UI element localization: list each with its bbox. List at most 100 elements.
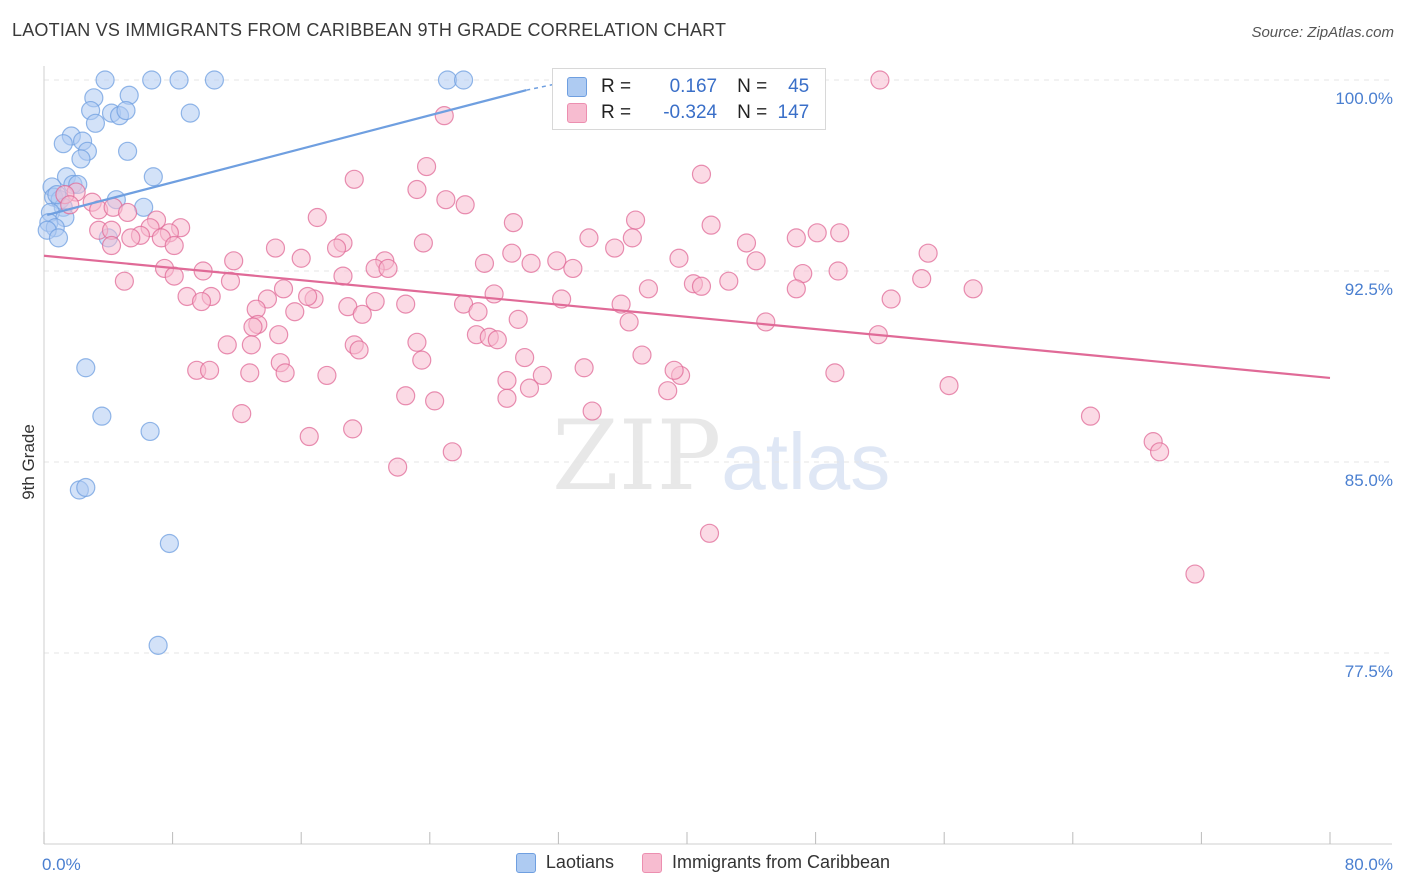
caribbean-trend-line	[43, 254, 1331, 380]
legend-row-caribbean: R = -0.324 N = 147	[567, 100, 809, 126]
caribbean-point	[691, 164, 712, 184]
caribbean-point	[515, 347, 535, 368]
caribbean-point	[611, 294, 631, 314]
caribbean-point	[532, 365, 552, 386]
caribbean-point	[699, 523, 720, 543]
chart-title: LAOTIAN VS IMMIGRANTS FROM CARIBBEAN 9TH…	[12, 20, 727, 40]
caribbean-point	[220, 271, 241, 291]
caribbean-point	[317, 365, 337, 386]
caribbean-point	[436, 190, 456, 210]
caribbean-point	[114, 271, 134, 291]
caribbean-point	[497, 370, 517, 391]
caribbean-point	[344, 169, 364, 189]
series-legend-swatch-laotians	[515, 852, 536, 873]
caribbean-point	[756, 312, 776, 332]
caribbean-point	[412, 350, 432, 370]
legend-swatch-caribbean	[567, 103, 587, 123]
watermark-zip: ZIP	[552, 400, 722, 512]
caribbean-point	[413, 233, 433, 253]
laotians-point	[159, 533, 179, 554]
caribbean-point	[563, 258, 583, 279]
legend-r-label: R =	[601, 102, 632, 123]
legend-r-value-caribbean: -0.324	[663, 102, 718, 123]
laotians-point	[76, 358, 96, 378]
caribbean-point	[669, 248, 689, 268]
caribbean-point	[455, 195, 475, 215]
caribbean-point	[265, 238, 286, 258]
caribbean-point	[474, 253, 495, 273]
caribbean-point	[828, 261, 848, 281]
laotians-point	[169, 70, 189, 90]
caribbean-point	[691, 276, 712, 296]
caribbean-point	[1150, 442, 1170, 462]
caribbean-point	[396, 294, 416, 314]
series-legend-item-caribbean[interactable]: Immigrants from Caribbean	[641, 852, 890, 873]
legend-n-label: N =	[737, 102, 768, 123]
caribbean-point	[912, 269, 932, 289]
caribbean-point	[269, 325, 289, 345]
legend-n-label: N =	[737, 76, 768, 97]
legend-row-laotians: R = 0.167 N = 45	[567, 74, 809, 100]
caribbean-point	[503, 213, 523, 233]
caribbean-point	[352, 304, 372, 324]
source-label: Source: ZipAtlas.com	[1251, 24, 1394, 41]
caribbean-point	[326, 238, 347, 258]
laotians-point	[76, 477, 96, 498]
caribbean-point	[736, 233, 757, 253]
zipatlas-watermark: ZIPatlas	[552, 400, 890, 512]
caribbean-point	[502, 243, 522, 263]
caribbean-point	[664, 360, 684, 380]
caribbean-point	[191, 291, 212, 312]
caribbean-point	[273, 279, 294, 299]
caribbean-point	[425, 391, 445, 411]
caribbean-point	[407, 332, 427, 352]
laotians-point	[95, 70, 115, 90]
caribbean-point	[285, 302, 305, 322]
laotians-point	[48, 228, 69, 248]
caribbean-point	[240, 363, 260, 383]
caribbean-point	[299, 426, 319, 447]
caribbean-point	[547, 251, 567, 271]
caribbean-point	[963, 279, 983, 299]
caribbean-point	[582, 401, 602, 421]
caribbean-point	[605, 238, 625, 258]
series-legend-item-laotians[interactable]: Laotians	[515, 852, 614, 873]
caribbean-point	[442, 442, 462, 462]
laotians-point	[148, 635, 168, 655]
caribbean-point	[881, 289, 901, 309]
series-legend-swatch-caribbean	[641, 852, 662, 873]
caribbean-point	[388, 457, 408, 477]
y-tick-label: 100.0%	[1335, 89, 1393, 108]
caribbean-point	[333, 266, 353, 286]
caribbean-point	[121, 228, 141, 248]
caribbean-point	[416, 156, 437, 177]
caribbean-point	[378, 258, 398, 279]
x-tick-label: 0.0%	[42, 855, 81, 874]
caribbean-point	[291, 248, 311, 268]
laotians-point	[143, 167, 163, 187]
laotians-point	[85, 113, 106, 133]
caribbean-point	[396, 386, 416, 406]
caribbean-point	[786, 228, 806, 248]
caribbean-point	[658, 381, 678, 401]
caribbean-point	[519, 378, 540, 398]
caribbean-point	[298, 286, 318, 307]
legend-r-label: R =	[601, 76, 632, 97]
laotians-point	[142, 70, 162, 90]
caribbean-point	[521, 253, 541, 273]
caribbean-point	[508, 309, 528, 329]
laotians-trend-line	[46, 89, 527, 217]
caribbean-point	[701, 215, 721, 235]
x-tick-label: 80.0%	[1345, 855, 1393, 874]
caribbean-point	[365, 291, 385, 312]
caribbean-point	[224, 251, 244, 271]
caribbean-point	[625, 210, 646, 230]
caribbean-point	[807, 223, 827, 243]
series-legend-label-laotians: Laotians	[545, 852, 614, 872]
caribbean-point	[241, 335, 261, 355]
y-tick-label: 77.5%	[1345, 662, 1393, 681]
caribbean-point	[407, 179, 427, 200]
laotians-point	[53, 134, 73, 154]
laotians-point	[71, 149, 91, 169]
